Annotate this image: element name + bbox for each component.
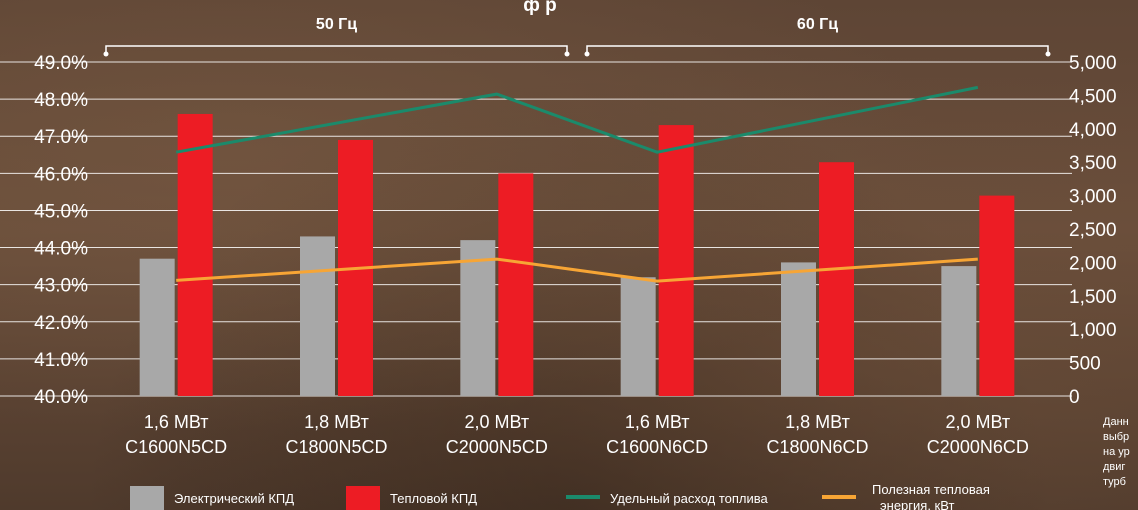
legend-swatch — [130, 486, 164, 510]
category-axis: 1,6 МВт C1600N5CD 1,8 МВт C1800N5CD 2,0 МВт C… — [125, 412, 1029, 457]
left-tick-label: 44.0% — [34, 239, 88, 260]
right-tick-label: 500 — [1069, 354, 1101, 375]
category-model-label: C2000N6CD — [927, 437, 1029, 457]
group-label: 50 Гц — [316, 16, 357, 33]
legend-label: Электрический КПД — [174, 491, 294, 506]
fuel-consumption-line — [175, 85, 979, 154]
note-line: на ур — [1103, 446, 1130, 458]
category-power-label: 1,8 МВт — [304, 412, 369, 432]
thermal-efficiency-bar — [979, 195, 1015, 396]
left-tick-label: 46.0% — [34, 164, 88, 185]
right-tick-label: 0 — [1069, 387, 1080, 408]
category-model-label: C1600N5CD — [125, 437, 227, 457]
electric-efficiency-bar — [941, 266, 977, 396]
thermal-efficiency-bar — [498, 173, 534, 396]
bracket-dot — [103, 51, 109, 57]
bracket-dot — [1045, 51, 1051, 57]
category-power-label: 2,0 МВт — [945, 412, 1010, 432]
note-line: выбр — [1103, 431, 1129, 443]
group-label: 60 Гц — [797, 16, 838, 33]
thermal-efficiency-bar — [177, 113, 213, 396]
right-axis: 0 500 1,000 1,500 2,000 2,500 3,000 3,500 4,000 4… — [1069, 53, 1117, 408]
left-axis: 40.0% 41.0% 42.0% 43.0% 44.0% 45.0% 46.0% 47.0%… — [34, 53, 88, 408]
left-tick-label: 43.0% — [34, 276, 88, 297]
left-tick-label: 48.0% — [34, 90, 88, 111]
electric-efficiency-bar — [620, 277, 656, 396]
note-line: двиг — [1103, 461, 1125, 473]
electric-efficiency-bar — [781, 262, 816, 396]
legend-label: Тепловой КПД — [390, 491, 477, 506]
category-power-label: 1,6 МВт — [625, 412, 690, 432]
category-model-label: C1800N5CD — [285, 437, 387, 457]
chart-title-fragment: ф р — [523, 0, 557, 16]
legend-swatch — [346, 486, 380, 510]
right-tick-label: 2,000 — [1069, 253, 1117, 274]
right-tick-label: 4,500 — [1069, 86, 1117, 107]
useful-heat-line — [176, 257, 978, 283]
right-tick-label: 3,500 — [1069, 153, 1117, 174]
electric-efficiency-bar — [460, 240, 496, 396]
left-tick-label: 41.0% — [34, 350, 88, 371]
electric-efficiency-bar — [300, 236, 335, 396]
category-power-label: 2,0 МВт — [464, 412, 529, 432]
legend-label: Полезная тепловая — [872, 482, 990, 497]
group-brackets: 50 Гц 60 Гц — [103, 16, 1051, 57]
category-model-label: C1800N6CD — [766, 437, 868, 457]
left-tick-label: 45.0% — [34, 201, 88, 222]
thermal-efficiency-bar — [819, 162, 854, 396]
bracket-dot — [564, 51, 570, 57]
legend: Электрический КПД Тепловой КПД Удельный ра… — [130, 482, 990, 510]
category-power-label: 1,8 МВт — [785, 412, 850, 432]
group-bracket — [586, 45, 1049, 54]
category-model-label: C2000N5CD — [446, 437, 548, 457]
legend-swatch — [566, 495, 600, 499]
thermal-efficiency-bar — [658, 125, 694, 396]
bars — [139, 113, 1015, 396]
electric-efficiency-bar — [139, 258, 175, 396]
note-line: турб — [1103, 476, 1126, 488]
right-tick-label: 1,500 — [1069, 287, 1117, 308]
category-model-label: C1600N6CD — [606, 437, 708, 457]
right-tick-label: 3,000 — [1069, 187, 1117, 208]
legend-swatch — [822, 495, 856, 499]
category-power-label: 1,6 МВт — [144, 412, 209, 432]
right-tick-label: 5,000 — [1069, 53, 1117, 74]
note-line: Данн — [1103, 416, 1129, 428]
bracket-dot — [584, 51, 590, 57]
right-tick-label: 1,000 — [1069, 320, 1117, 341]
left-tick-label: 47.0% — [34, 127, 88, 148]
legend-label: энергия, кВт — [880, 498, 954, 510]
side-note: Данн выбр на ур двиг турб — [1103, 416, 1130, 488]
right-tick-label: 2,500 — [1069, 220, 1117, 241]
lines — [175, 85, 979, 283]
legend-label: Удельный расход топлива — [610, 491, 769, 506]
left-tick-label: 42.0% — [34, 313, 88, 334]
right-tick-label: 4,000 — [1069, 120, 1117, 141]
left-tick-label: 49.0% — [34, 53, 88, 74]
left-tick-label: 40.0% — [34, 387, 88, 408]
group-bracket — [105, 45, 568, 54]
